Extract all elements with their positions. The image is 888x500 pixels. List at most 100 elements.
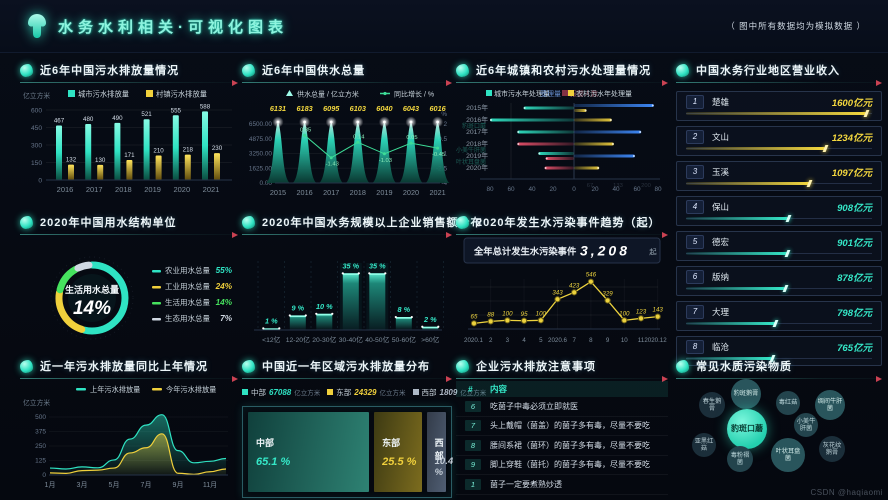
pollutant-bubble[interactable]: 亚黑红菇: [692, 433, 716, 457]
svg-text:143: 143: [653, 307, 664, 314]
revenue-list-item[interactable]: 5 德宏 901亿元: [676, 231, 882, 261]
notice-text: 头上戴帽（菌盖）的菌子多有毒，尽量不要吃: [490, 421, 650, 431]
yoy-area-chart-area: 上年污水排放量 今年污水排放量 亿立方米 0 125 250 375 500 1月 3月 5月 7月 9…: [20, 379, 238, 500]
title-underline: [456, 79, 668, 86]
svg-text:40: 40: [612, 186, 620, 193]
legend-item[interactable]: 生态用水总量 7%: [152, 313, 233, 323]
panel-header: 中国近一年区域污水排放量分布: [242, 358, 452, 374]
svg-text:2016年: 2016年: [466, 115, 488, 124]
revenue-list-item[interactable]: 7 大理 798亿元: [676, 301, 882, 331]
panel-regional-revenue: 中国水务行业地区营业收入 1 楚雄 1600亿元 2 文山 1234亿元 3 玉溪 1097亿元…: [676, 62, 882, 366]
pollutant-bubbles-area: 春生鹅膏 豹斑鹅膏 毒红菇 绸间牛肝菌豹斑口蘑 小美牛肝菌亚黑红菇 毒粉褶菌 叶状耳盘菌 灰花…: [676, 379, 882, 489]
svg-text:2020: 2020: [403, 188, 419, 197]
svg-text:8 %: 8 %: [398, 305, 411, 314]
svg-text:67: 67: [587, 183, 593, 189]
rank-badge: 7: [686, 305, 704, 319]
revenue-list-item[interactable]: 4 保山 908亿元: [676, 196, 882, 226]
legend-item[interactable]: 西部 1809 亿立方米: [412, 387, 486, 398]
legend-item[interactable]: 中部 67088 亿立方米: [242, 387, 320, 398]
revenue-list-item[interactable]: 6 版纳 878亿元: [676, 266, 882, 296]
pollutant-bubble[interactable]: 豹斑鹅膏: [731, 379, 761, 409]
revenue-list-item[interactable]: 2 文山 1234亿元: [676, 126, 882, 156]
legend-item[interactable]: 村镇污水排放量: [146, 90, 207, 99]
legend-item[interactable]: 工业用水总量 24%: [152, 281, 233, 291]
svg-text:0.14: 0.14: [353, 134, 365, 140]
svg-text:3月: 3月: [77, 481, 88, 489]
pollutant-bubble[interactable]: 绸间牛肝菌: [815, 390, 845, 420]
svg-text:0.05: 0.05: [406, 135, 417, 141]
region-name: 大理: [712, 307, 730, 317]
incidents-line-chart: 全年总计发生水污染事件 3,208 起 65 2020.1 88 2 100 3 95 4 100 5 3…: [463, 237, 667, 344]
region-blocks-area: 中部 67088 亿立方米 东部 24329 亿立方米 西部 1809 亿立方米 中部 65.1 %…: [242, 385, 486, 498]
svg-text:-1: -1: [441, 151, 447, 158]
legend-item[interactable]: 农业用水总量 55%: [152, 265, 233, 275]
svg-text:生活用水总量: 生活用水总量: [65, 284, 119, 295]
revenue-list-item[interactable]: 8 临沧 765亿元: [676, 336, 882, 366]
panel-title: 中国水务行业地区营业收入: [696, 65, 840, 77]
legend-item[interactable]: 供水总量 / 亿立方米: [286, 90, 359, 99]
legend-item[interactable]: 城市污水排放量: [68, 90, 129, 99]
svg-text:豹斑口蘑: 豹斑口蘑: [462, 122, 486, 130]
svg-text:11月: 11月: [203, 481, 217, 489]
page-title: 水务水利相关·可视化图表: [58, 18, 288, 36]
panel-sewage-discharge: 近6年中国污水排放量情况 城市污水排放量 村镇污水排放量 亿立方米 0 150 300 45…: [20, 62, 238, 208]
panel-title: 常见水质污染物质: [696, 361, 792, 373]
revenue-list-item[interactable]: 3 玉溪 1097亿元: [676, 161, 882, 191]
panel-title: 中国近一年区域污水排放量分布: [262, 361, 430, 373]
pollutant-bubble[interactable]: 毒粉褶菌: [727, 446, 753, 472]
water-blob-icon: [242, 215, 255, 229]
svg-text:14%: 14%: [73, 298, 111, 319]
pollutant-bubble[interactable]: 毒红菇: [776, 391, 800, 415]
legend-item[interactable]: 今年污水排放量: [152, 385, 216, 394]
legend-item[interactable]: 受理量: [540, 89, 561, 98]
svg-text:60: 60: [633, 186, 641, 193]
svg-text:6016: 6016: [429, 104, 446, 113]
row-index-badge: 6: [465, 400, 481, 412]
legend-item[interactable]: 上年污水排放量: [76, 385, 140, 394]
region-name: 楚雄: [712, 97, 730, 107]
title-underline: [20, 375, 238, 382]
pollutant-bubble[interactable]: 春生鹅膏: [699, 392, 725, 418]
svg-text:2016: 2016: [57, 185, 74, 194]
panel-header: 常见水质污染物质: [676, 358, 882, 374]
legend-item[interactable]: 东部 24329 亿立方米: [327, 387, 406, 398]
legend-item[interactable]: 同比增长 / %: [380, 90, 434, 99]
pollutant-bubble[interactable]: 灰花纹鹅膏: [819, 436, 845, 462]
svg-text:9月: 9月: [173, 481, 184, 489]
svg-text:亿立方米: 亿立方米: [23, 398, 50, 407]
svg-text:5: 5: [539, 337, 543, 344]
panel-header: 近6年中国供水总量: [242, 62, 452, 78]
legend-item[interactable]: 城市污水年处理量: [486, 89, 550, 98]
svg-text:171: 171: [124, 152, 135, 159]
svg-text:6043: 6043: [403, 104, 419, 113]
panel-header: 企业污水排放注意事项: [456, 358, 668, 374]
pollutant-bubble[interactable]: 小美牛肝菌: [794, 413, 818, 437]
panel-header: 2020年发生水污染事件趋势（起）: [456, 214, 668, 230]
svg-text:<12亿: <12亿: [262, 335, 281, 344]
notice-table-area: # 内容 6 吃菌子中毒必须立即就医 7 头上戴帽（菌盖）的菌子多有毒，尽量不要吃 8 腰间系…: [456, 381, 668, 495]
pollutant-bubble[interactable]: 叶状耳盘菌: [771, 438, 805, 472]
revenue-list-item[interactable]: 1 楚雄 1600亿元: [676, 91, 882, 121]
svg-text:1625.00: 1625.00: [249, 166, 273, 173]
legend-item[interactable]: 农村污水年处理量: [568, 89, 632, 98]
svg-text:14%: 14%: [216, 298, 233, 307]
panel-header: 中国水务行业地区营业收入: [676, 62, 882, 78]
usage-donut-area: 生活用水总量 14% 农业用水总量 55% 工业用水总量 24% 生活用水总量 14% 生态用水…: [20, 235, 238, 362]
panel-sewage-treatment: 近6年城镇和农村污水处理量情况 城市污水年处理量 受理量 报警人数 农村污水年处理量 2…: [456, 62, 668, 208]
svg-text:村镇污水排放量: 村镇污水排放量: [156, 90, 207, 99]
legend-item[interactable]: 报警人数: [562, 89, 598, 98]
svg-text:6183: 6183: [296, 104, 312, 113]
svg-text:480: 480: [83, 116, 94, 123]
svg-text:工业用水总量: 工业用水总量: [165, 281, 210, 291]
progress-bar: [686, 250, 872, 257]
svg-text:-0.45: -0.45: [432, 152, 445, 158]
title-underline: [456, 231, 668, 238]
svg-text:2017年: 2017年: [466, 127, 488, 136]
legend-item[interactable]: 生活用水总量 14%: [152, 297, 233, 307]
svg-text:6095: 6095: [323, 104, 340, 113]
pollutant-bubble[interactable]: 豹斑口蘑: [727, 409, 767, 449]
svg-text:2017: 2017: [86, 185, 103, 194]
svg-text:55%: 55%: [216, 266, 233, 275]
svg-text:588: 588: [200, 103, 211, 110]
